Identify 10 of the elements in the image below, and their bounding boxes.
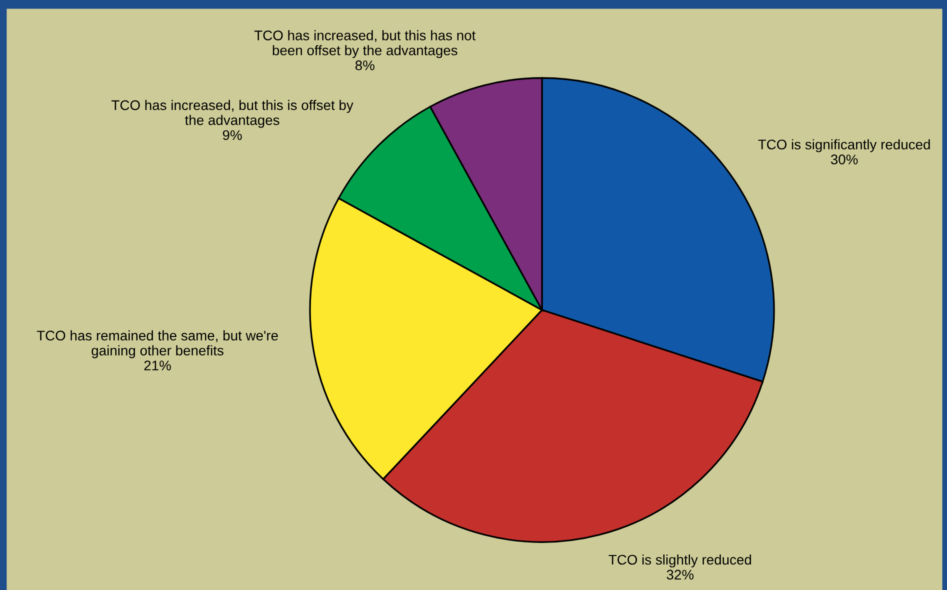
data-label: 21% [144, 360, 171, 370]
data-label: 9% [222, 130, 242, 140]
slice-label: TCO has remained the same, but we're gaining other benefits [36, 330, 278, 358]
slice-label: TCO is slightly reduced [608, 554, 752, 568]
data-label: 32% [666, 570, 694, 580]
slice-label: TCO has increased, but this is offset by the advantages [112, 100, 354, 128]
data-label: 30% [830, 154, 858, 164]
slice-label: TCO is significantly reduced [758, 139, 930, 152]
slice-label: TCO has increased, but this has not been offset by the advantages [254, 30, 476, 58]
data-label: 8% [355, 60, 374, 70]
